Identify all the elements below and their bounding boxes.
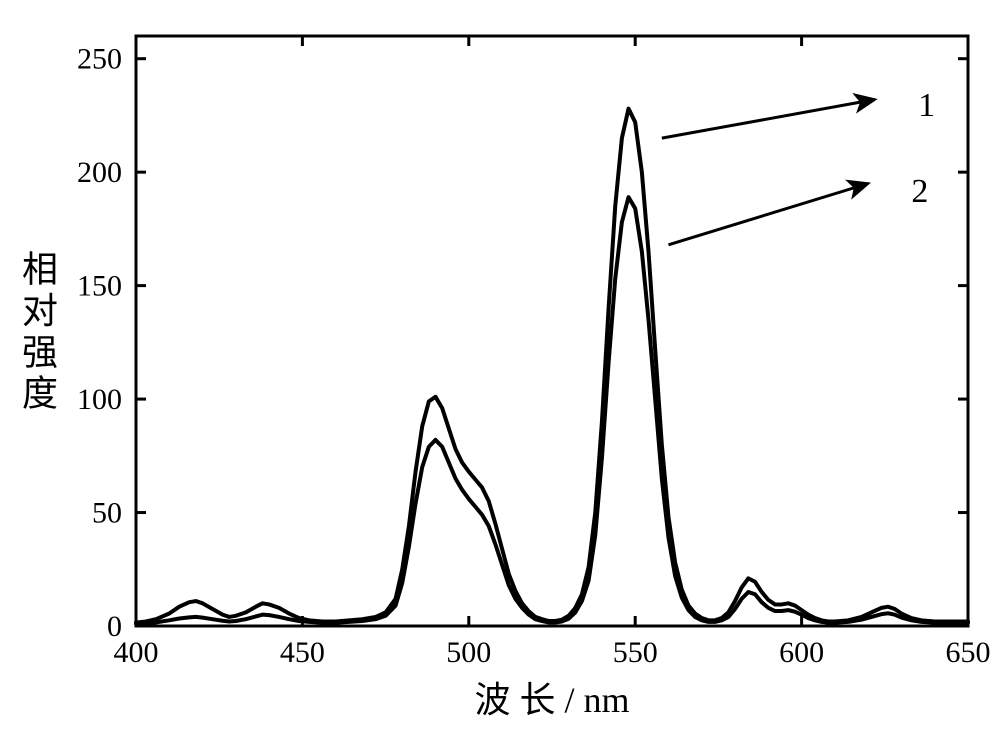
x-tick-label: 650 (946, 636, 991, 669)
annotation-label-2: 2 (911, 173, 928, 210)
x-tick-label: 600 (779, 636, 824, 669)
y-tick-label: 0 (107, 610, 122, 643)
y-tick-label: 100 (77, 383, 122, 416)
y-axis-label-char: 强 (22, 332, 58, 372)
x-tick-label: 450 (280, 636, 325, 669)
y-axis-label-char: 对 (22, 291, 58, 331)
y-tick-label: 150 (77, 270, 122, 303)
y-axis-label-char: 度 (22, 374, 58, 414)
y-tick-label: 50 (92, 497, 122, 530)
plot-area (136, 36, 968, 626)
x-tick-label: 550 (613, 636, 658, 669)
y-axis-label-char: 相 (22, 250, 58, 290)
spectrum-chart: 400450500550600650050100150200250波 长 / n… (0, 0, 1000, 739)
x-axis-label: 波 长 / nm (474, 680, 629, 720)
annotation-label-1: 1 (918, 87, 935, 124)
y-tick-label: 200 (77, 156, 122, 189)
y-tick-label: 250 (77, 43, 122, 76)
x-tick-label: 500 (446, 636, 491, 669)
